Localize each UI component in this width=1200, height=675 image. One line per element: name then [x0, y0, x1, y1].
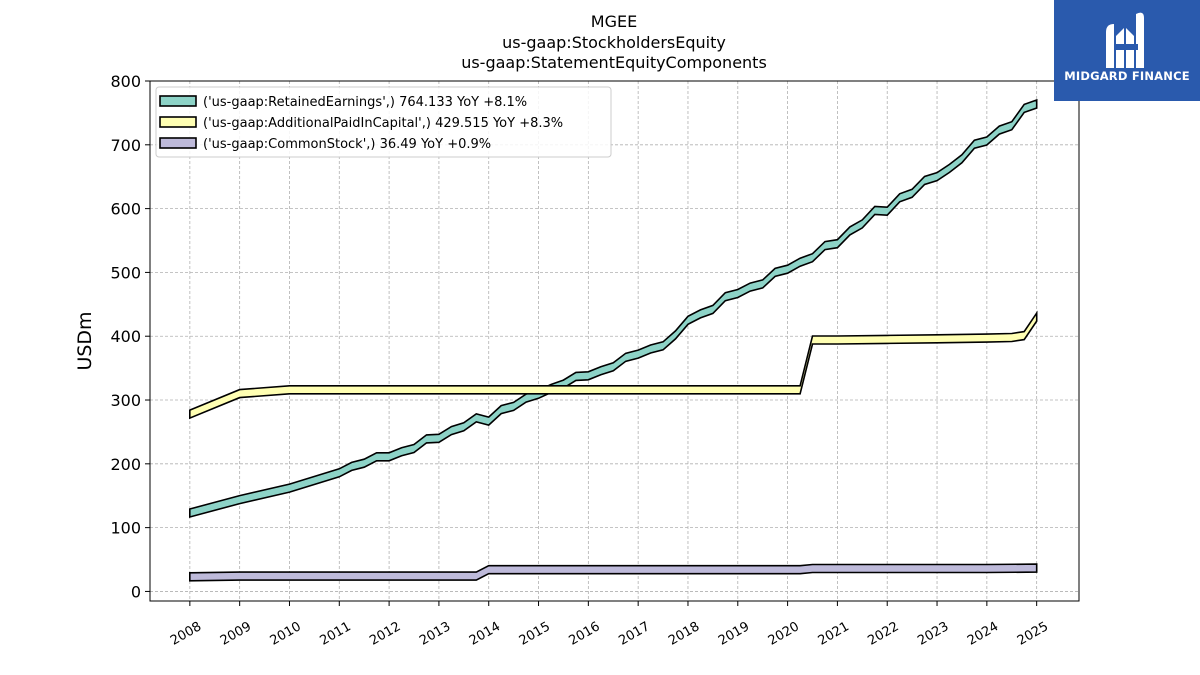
x-tick-label: 2025 — [1015, 619, 1051, 649]
plot-frame — [149, 80, 1080, 602]
x-tick-label: 2017 — [616, 619, 652, 649]
x-tick-label: 2012 — [367, 619, 403, 649]
x-tick-label: 2021 — [816, 619, 852, 649]
legend-box — [155, 86, 612, 158]
midgard-m-monogram-icon — [1106, 12, 1144, 68]
x-tick-label: 2011 — [317, 619, 353, 649]
legend-swatch — [159, 116, 197, 128]
y-tick-label: 300 — [110, 391, 141, 410]
series-layer — [189, 98, 1038, 582]
legend-entry: ('us-gaap:AdditionalPaidInCapital',) 429… — [203, 116, 563, 131]
legend: ('us-gaap:RetainedEarnings',) 764.133 Yo… — [155, 86, 612, 158]
y-tick-label: 700 — [110, 136, 141, 155]
chart-title: MGEE us-gaap:StockholdersEquity us-gaap:… — [461, 12, 767, 72]
y-tick-label: 800 — [110, 72, 141, 91]
x-axis: 2008 2009 2010 2011 2012 2013 2014 2015 2016 2017… — [168, 601, 1051, 649]
y-tick-label: 400 — [110, 327, 141, 346]
legend-entry: ('us-gaap:CommonStock',) 36.49 YoY +0.9% — [203, 137, 491, 152]
x-tick-label: 2008 — [168, 619, 204, 649]
legend-entry: ('us-gaap:RetainedEarnings',) 764.133 Yo… — [203, 95, 527, 110]
x-tick-label: 2023 — [915, 619, 951, 649]
y-tick-label: 100 — [110, 519, 141, 538]
chart-title-line-3: us-gaap:StatementEquityComponents — [461, 53, 767, 72]
y-axis-label: USDm — [74, 311, 96, 370]
series-line-1 — [189, 98, 1038, 519]
y-tick-label: 600 — [110, 200, 141, 219]
x-tick-label: 2018 — [666, 619, 702, 649]
series-line-2 — [189, 310, 1038, 420]
series-line-3 — [189, 563, 1038, 582]
x-tick-label: 2020 — [766, 619, 802, 649]
x-tick-label: 2024 — [965, 619, 1001, 649]
x-tick-label: 2022 — [865, 619, 901, 649]
y-tick-label: 200 — [110, 455, 141, 474]
chart-title-line-1: MGEE — [591, 12, 637, 31]
y-tick-label: 500 — [110, 263, 141, 282]
y-tick-label: 0 — [131, 582, 141, 601]
legend-swatch — [159, 137, 197, 149]
x-tick-label: 2019 — [716, 619, 752, 649]
x-tick-label: 2009 — [218, 619, 254, 649]
x-tick-label: 2013 — [417, 619, 453, 649]
chart-title-line-2: us-gaap:StockholdersEquity — [502, 33, 726, 52]
x-tick-label: 2010 — [268, 619, 304, 649]
brand-name: MIDGARD FINANCE — [1064, 69, 1190, 83]
x-tick-label: 2014 — [467, 619, 503, 649]
legend-swatch — [159, 95, 197, 107]
x-tick-label: 2015 — [517, 619, 553, 649]
x-tick-label: 2016 — [567, 619, 603, 649]
y-axis: 0 100 200 300 400 500 600 700 800 — [110, 72, 150, 601]
brand-logo: MIDGARD FINANCE — [1054, 0, 1200, 101]
